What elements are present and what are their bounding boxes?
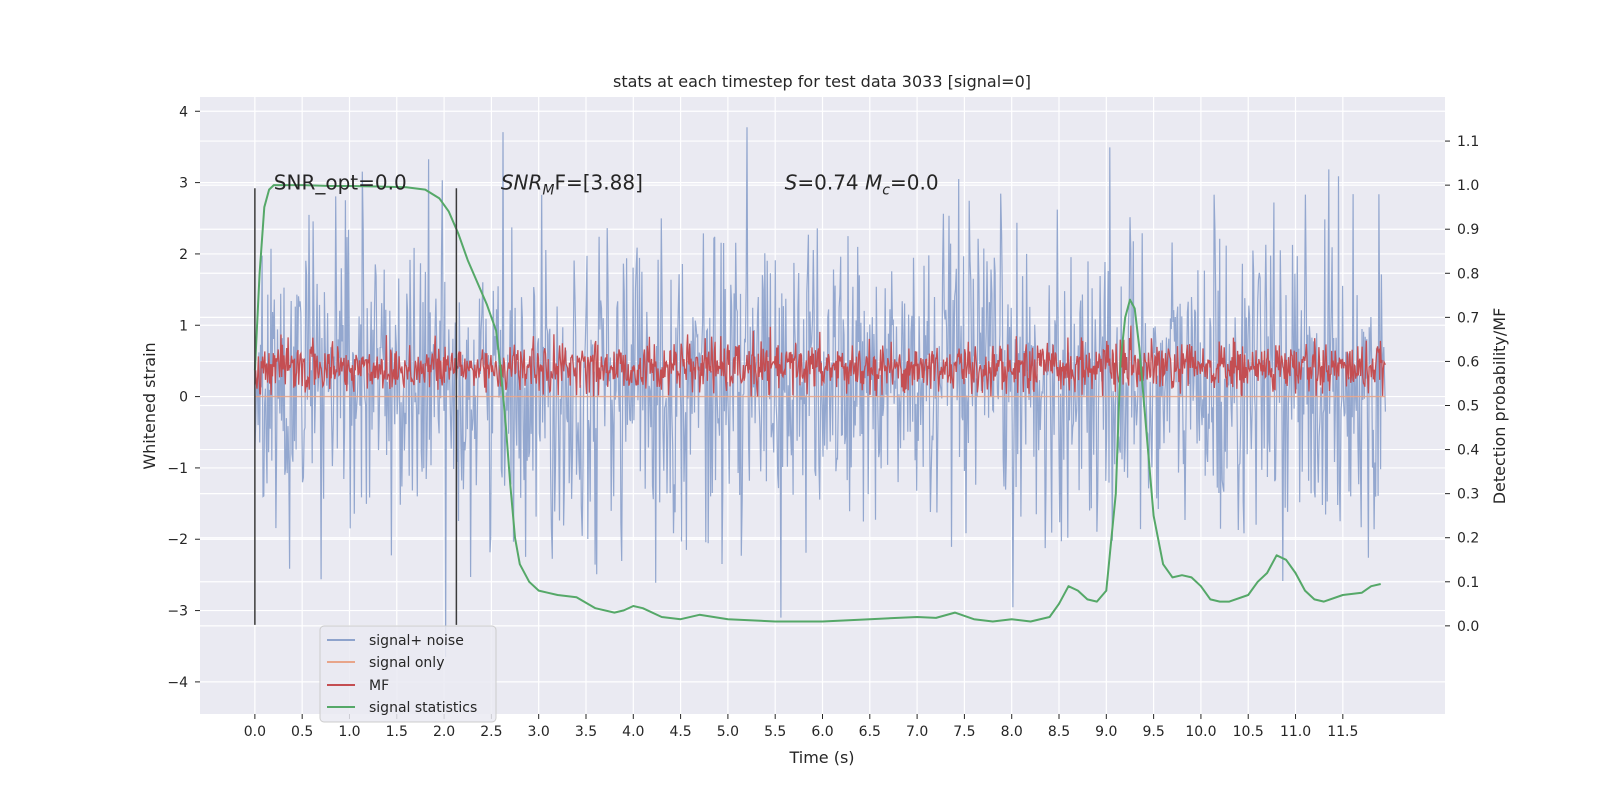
chart-title: stats at each timestep for test data 303…: [613, 72, 1031, 91]
x-tick-label: 4.0: [622, 724, 644, 740]
y-axis-right-title: Detection probability/MF: [1490, 308, 1509, 505]
legend-item-mf: MF: [327, 678, 389, 694]
y-right-tick-label: 0.6: [1457, 354, 1479, 370]
y-axis-left-title: Whitened strain: [140, 342, 159, 469]
annotation-snr-mf: SNRMF=[3.88]: [501, 171, 643, 199]
x-axis-title: Time (s): [788, 748, 854, 767]
x-tick-label: 7.5: [953, 724, 975, 740]
y-right-tick-label: 0.5: [1457, 399, 1479, 415]
legend-item-signal-noise: signal+ noise: [327, 633, 464, 649]
series-mf-line: [254, 325, 1386, 397]
y-right-tick-label: 0.4: [1457, 443, 1479, 459]
x-tick-label: 2.0: [433, 724, 455, 740]
x-tick-label: 0.0: [244, 724, 266, 740]
y-right-tick-label: 0.8: [1457, 266, 1479, 282]
x-tick-label: 6.0: [811, 724, 833, 740]
y-right-tick-label: 0.9: [1457, 222, 1479, 238]
legend-label-mf: MF: [369, 678, 389, 694]
x-tick-label: 2.5: [480, 724, 502, 740]
annotation-snr-mf-rest: F=[3.88]: [554, 171, 642, 195]
y-right-tick-label: 0.7: [1457, 310, 1479, 326]
y-left-tick-label: 1: [179, 318, 188, 334]
y-right-tick-label: 1.1: [1457, 134, 1479, 150]
x-tick-label: 9.5: [1142, 724, 1164, 740]
legend-label-signal-noise: signal+ noise: [369, 633, 464, 649]
x-tick-label: 3.5: [575, 724, 597, 740]
y-axis-left-ticks: −4 −3 −2 −1 0 1 2 3 4: [167, 104, 200, 691]
y-right-tick-label: 0.2: [1457, 531, 1479, 547]
x-tick-label: 6.5: [859, 724, 881, 740]
x-tick-label: 10.0: [1185, 724, 1216, 740]
y-left-tick-label: 4: [179, 104, 188, 120]
x-tick-label: 11.0: [1280, 724, 1311, 740]
y-left-tick-label: −2: [167, 532, 188, 548]
legend-box: [319, 625, 497, 723]
x-axis-ticks: 0.0 0.5 1.0 1.5 2.0 2.5 3.0 3.5 4.0 4.5 5.0 5.5 6.0 6…: [244, 714, 1358, 740]
annotation-snr-opt: SNR_opt=0.0: [274, 171, 407, 195]
vertical-markers: [254, 188, 458, 625]
annotation-s-mc: S=0.74 Mc=0.0: [785, 171, 939, 199]
legend-label-signal-only: signal only: [369, 655, 444, 671]
x-tick-label: 11.5: [1327, 724, 1358, 740]
x-tick-label: 5.5: [764, 724, 786, 740]
x-tick-label: 7.0: [906, 724, 928, 740]
y-left-tick-label: 0: [179, 390, 188, 406]
y-left-tick-label: 3: [179, 176, 188, 192]
y-right-tick-label: 0.3: [1457, 487, 1479, 503]
legend: signal+ noise signal only MF signal stat…: [319, 625, 497, 723]
x-tick-label: 1.5: [386, 724, 408, 740]
y-left-tick-label: −4: [167, 675, 188, 691]
x-tick-label: 9.0: [1095, 724, 1117, 740]
y-right-tick-label: 0.1: [1457, 575, 1479, 591]
legend-item-signal-only: signal only: [327, 655, 444, 671]
x-tick-label: 10.5: [1233, 724, 1264, 740]
y-right-tick-label: 0.0: [1457, 619, 1479, 635]
y-left-tick-label: −1: [167, 461, 188, 477]
y-left-tick-label: −3: [167, 604, 188, 620]
x-tick-label: 3.0: [528, 724, 550, 740]
x-tick-label: 1.0: [338, 724, 360, 740]
x-tick-label: 5.0: [717, 724, 739, 740]
x-tick-label: 8.5: [1048, 724, 1070, 740]
annotations: SNR_opt=0.0 SNRMF=[3.88] S=0.74 Mc=0.0: [274, 171, 939, 199]
annotation-snr-mf-main: SNR: [501, 171, 543, 195]
y-left-tick-label: 2: [179, 247, 188, 263]
annotation-snr-mf-sub: M: [542, 183, 554, 199]
x-tick-label: 4.5: [669, 724, 691, 740]
y-right-tick-label: 1.0: [1457, 178, 1479, 194]
x-tick-label: 8.0: [1001, 724, 1023, 740]
x-tick-label: 0.5: [291, 724, 313, 740]
legend-label-signal-statistics: signal statistics: [369, 700, 477, 716]
legend-item-signal-statistics: signal statistics: [327, 700, 477, 716]
y-axis-right-ticks: 0.0 0.1 0.2 0.3 0.4 0.5 0.6 0.7 0.8 0.9 1.0 1.1: [1445, 134, 1479, 635]
